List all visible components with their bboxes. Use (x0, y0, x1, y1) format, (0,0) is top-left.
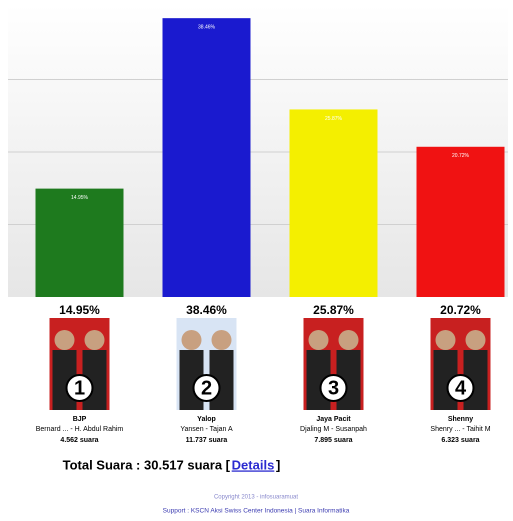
bar-inner-label: 20.72% (452, 153, 470, 159)
candidate-photo: 2 (176, 318, 237, 410)
candidate-name: BJP (73, 416, 87, 423)
candidate-votes: 4.562 suara (60, 437, 98, 444)
head-right (84, 330, 105, 350)
chart: 14.95% 14.95% 1 BJP Bernard ... - H. Abdul R… (8, 18, 508, 444)
head-left (435, 330, 456, 350)
head-left (308, 330, 329, 350)
number-badge (319, 374, 348, 402)
candidate-number: 2 (201, 377, 212, 399)
bar-inner-label: 14.95% (71, 195, 89, 201)
details-link[interactable]: Details (232, 457, 275, 472)
candidate-number: 4 (455, 377, 467, 399)
candidate-name: Yalop (197, 416, 216, 423)
number-badge (192, 374, 221, 402)
value-label: 38.46% (186, 303, 227, 317)
total: Total Suara : 30.517 suara [ (63, 457, 231, 472)
candidate-number: 1 (74, 377, 85, 399)
value-label: 25.87% (313, 303, 354, 317)
candidate-votes: 6.323 suara (441, 437, 479, 444)
bar (35, 188, 124, 297)
bar (289, 109, 378, 297)
head-right (465, 330, 486, 350)
head-left (181, 330, 202, 350)
bar-inner-label: 38.46% (198, 24, 216, 30)
bar-inner-label: 25.87% (325, 116, 343, 122)
head-right (211, 330, 232, 350)
head-right (338, 330, 359, 350)
candidate-pair: Djaling M - Susanpah (300, 426, 367, 433)
value-label: 14.95% (59, 303, 100, 317)
candidate-photo: 4 (430, 318, 491, 410)
candidate-votes: 7.895 suara (314, 437, 352, 444)
candidate-pair: Shenry ... - Taihit M (430, 426, 490, 433)
number-badge (65, 374, 94, 402)
bar (162, 18, 251, 297)
number-badge (446, 374, 475, 402)
candidate-photo: 1 (49, 318, 110, 410)
head-left (54, 330, 75, 350)
candidate-number: 3 (328, 377, 339, 399)
candidate-pair: Bernard ... - H. Abdul Rahim (36, 426, 124, 433)
candidate-votes: 11.737 suara (186, 437, 228, 444)
bracket: ] (276, 457, 280, 472)
candidate-name: Shenny (448, 416, 473, 423)
bar (416, 146, 505, 297)
candidate-name: Jaya Pacit (316, 416, 351, 423)
copyright: Copyright 2013 - infosuaramuat (214, 495, 298, 501)
support: Support : KSCN Aksi Swiss Center Indones… (163, 508, 350, 515)
candidate-photo: 3 (303, 318, 364, 410)
candidate-pair: Yansen - Tajan A (180, 426, 233, 433)
value-label: 20.72% (440, 303, 481, 317)
